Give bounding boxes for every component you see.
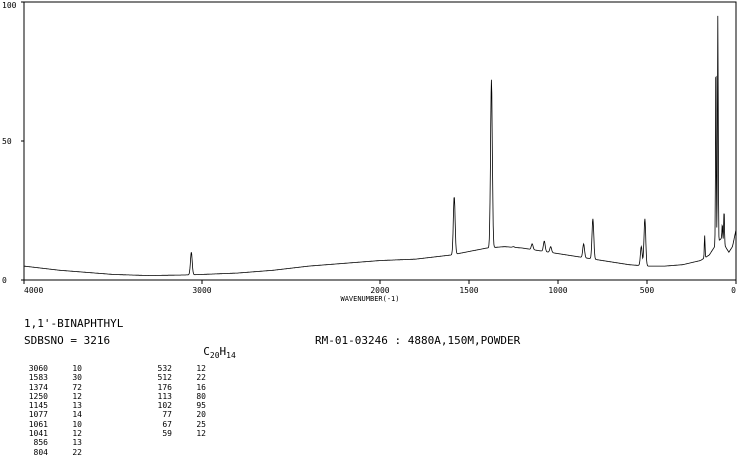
peak-wavenumber: 77 [162, 410, 172, 420]
peak-intensity: 80 [196, 391, 206, 401]
peak-intensity: 22 [196, 373, 206, 383]
plot-frame [23, 1, 737, 281]
x-tick-label: 2000 [370, 286, 389, 295]
peak-wavenumber: 804 [33, 447, 48, 457]
x-tick-label: 1500 [459, 286, 478, 295]
peak-intensity: 16 [196, 382, 206, 392]
measurement-method: RM-01-03246 : 4880A,150M,POWDER [315, 334, 521, 347]
spectrum-line [24, 15, 737, 277]
x-axis-label: WAVENUMBER(-1) [340, 295, 399, 303]
peak-wavenumber: 1374 [28, 382, 48, 392]
peak-row: 1145 13 [24, 401, 82, 410]
peak-row: 804 22 [24, 448, 82, 457]
peak-row: 67 25 [148, 420, 206, 429]
peak-row: 3060 10 [24, 364, 82, 373]
peak-wavenumber: 1061 [28, 419, 48, 429]
peak-wavenumber: 67 [162, 419, 172, 429]
peak-row: 1061 10 [24, 420, 82, 429]
peak-intensity: 12 [196, 364, 206, 373]
peak-intensity: 95 [196, 401, 206, 411]
formula-h-count: 14 [226, 351, 236, 360]
molecular-formula: C20H14 [190, 335, 236, 360]
peak-row: 1583 30 [24, 373, 82, 382]
peak-wavenumber: 1250 [28, 391, 48, 401]
peak-row: 102 95 [148, 401, 206, 410]
peak-intensity: 30 [72, 373, 82, 383]
peak-row: 532 12 [148, 364, 206, 373]
peak-wavenumber: 176 [157, 382, 172, 392]
x-tick-label: 1000 [548, 286, 567, 295]
peak-intensity: 12 [72, 429, 82, 439]
peak-intensity: 72 [72, 382, 82, 392]
peak-wavenumber: 1041 [28, 429, 48, 439]
peak-intensity: 14 [72, 410, 82, 420]
x-tick-label: 0 [731, 286, 736, 295]
y-tick-label: 100 [2, 1, 17, 10]
compound-name: 1,1'-BINAPHTHYL [24, 317, 124, 330]
peak-row: 59 12 [148, 429, 206, 438]
x-tick-label: 500 [640, 286, 655, 295]
peak-wavenumber: 113 [157, 391, 172, 401]
peak-row: 856 13 [24, 438, 82, 447]
peak-row: 77 20 [148, 410, 206, 419]
formula-h: H [219, 345, 227, 358]
peak-intensity: 20 [196, 410, 206, 420]
peak-row: 1041 12 [24, 429, 82, 438]
sdbs-number: SDBSNO = 3216 [24, 334, 111, 347]
peak-row: 113 80 [148, 392, 206, 401]
x-tick-label: 4000 [24, 286, 43, 295]
peak-row: 176 16 [148, 383, 206, 392]
peak-wavenumber: 1583 [28, 373, 48, 383]
peak-wavenumber: 59 [162, 429, 172, 439]
peak-intensity: 22 [72, 447, 82, 457]
peak-wavenumber: 102 [157, 401, 172, 411]
peak-intensity: 10 [72, 364, 82, 373]
peak-wavenumber: 856 [33, 438, 48, 448]
peak-wavenumber: 1077 [28, 410, 48, 420]
peak-intensity: 10 [72, 419, 82, 429]
peak-row: 1374 72 [24, 383, 82, 392]
peak-row: 1077 14 [24, 410, 82, 419]
peak-intensity: 13 [72, 401, 82, 411]
peak-row: 512 22 [148, 373, 206, 382]
peak-row: 1250 12 [24, 392, 82, 401]
peak-wavenumber: 3060 [28, 364, 48, 373]
peak-intensity: 13 [72, 438, 82, 448]
peak-table-col2: 532 12 512 22 176 16 113 80 102 95 77 20 67 25 59 12 [148, 364, 206, 438]
x-tick-label: 3000 [192, 286, 211, 295]
peak-wavenumber: 512 [157, 373, 172, 383]
y-tick-label: 50 [2, 137, 12, 146]
peak-intensity: 12 [196, 429, 206, 439]
peak-wavenumber: 1145 [28, 401, 48, 411]
formula-c-count: 20 [209, 351, 220, 360]
y-tick-label: 0 [2, 276, 7, 285]
peak-intensity: 12 [72, 391, 82, 401]
peak-intensity: 25 [196, 419, 206, 429]
formula-c: C [203, 345, 210, 358]
peak-table-col1: 3060 10 1583 30 1374 72 1250 12 1145 13 1077 14 1061… [24, 364, 82, 457]
peak-wavenumber: 532 [157, 364, 172, 373]
